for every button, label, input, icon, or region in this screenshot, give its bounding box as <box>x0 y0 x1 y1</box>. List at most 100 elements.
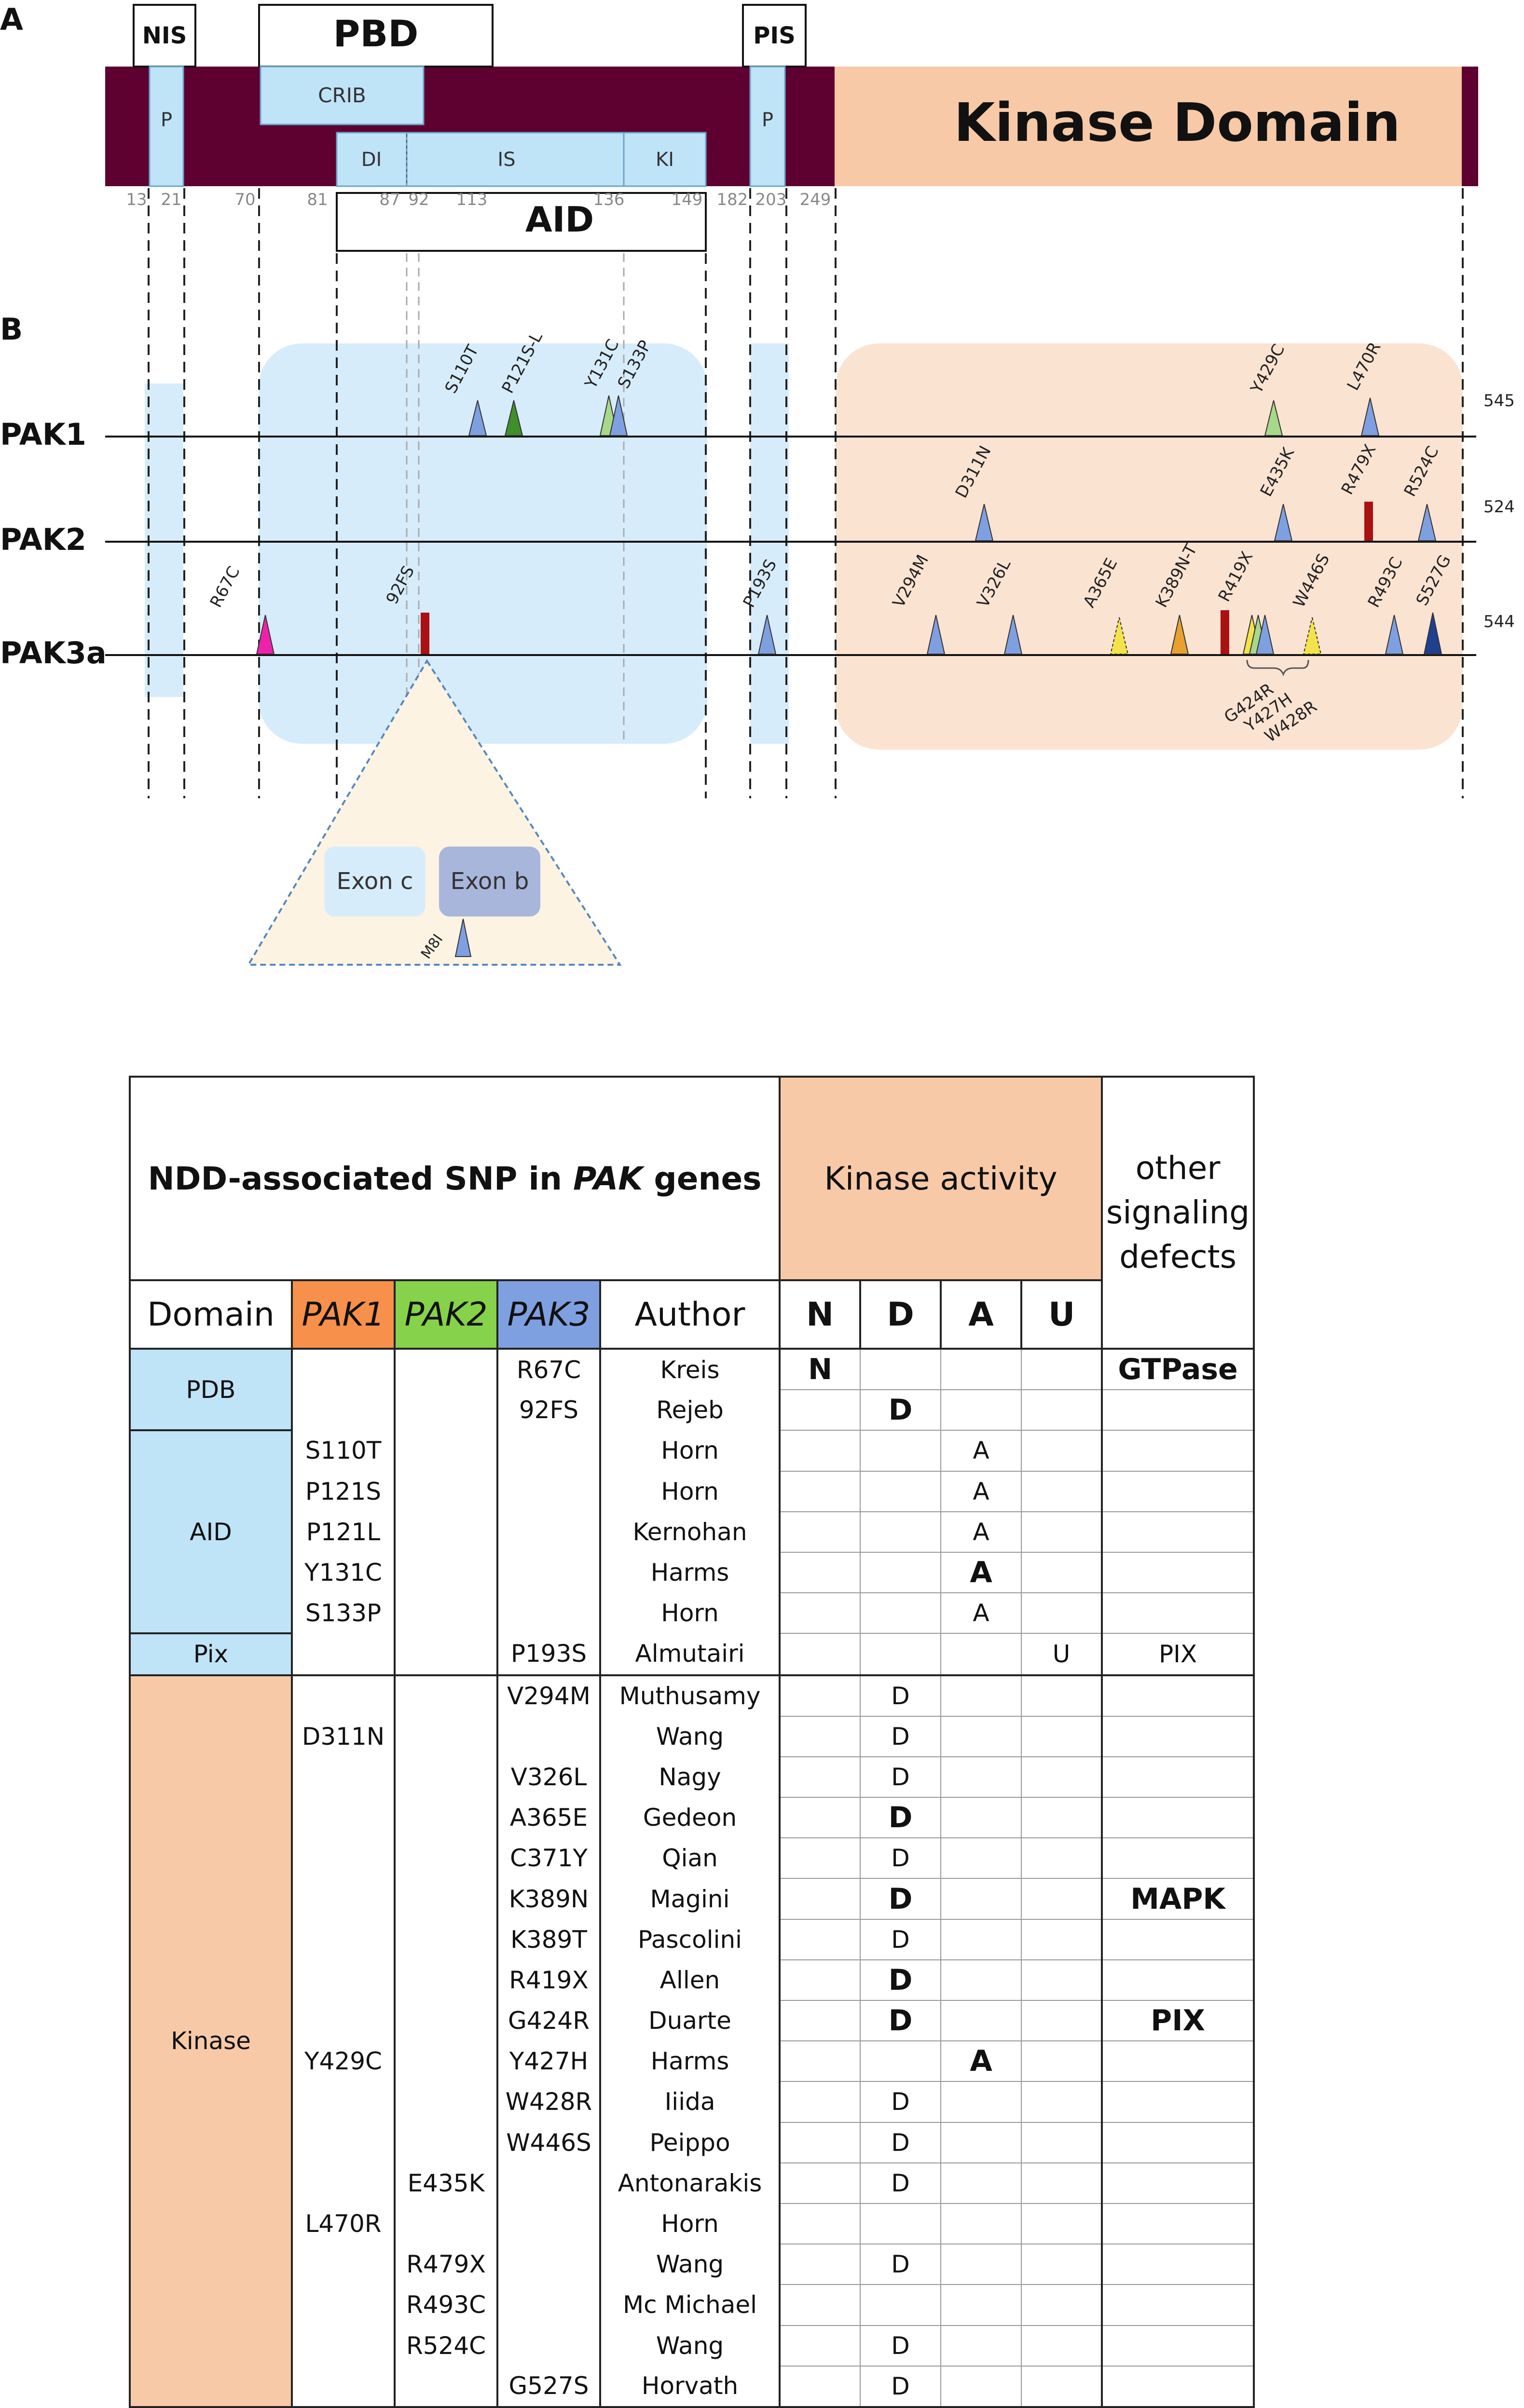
activity-u-cell <box>1021 2162 1103 2204</box>
is-box <box>406 132 625 187</box>
activity-a-cell <box>940 1837 1022 1879</box>
other-defect-cell <box>1101 1674 1255 1717</box>
pak1-cell <box>291 2285 396 2326</box>
exon-c-label: Exon c <box>337 868 413 895</box>
table-row: Pix P193S Almutairi U PIX <box>129 1632 1255 1676</box>
activity-a-cell <box>940 1878 1022 1920</box>
marker-p193s <box>757 615 777 655</box>
author-cell: Wang <box>600 2325 781 2366</box>
col-pak1: PAK1 <box>291 1279 396 1350</box>
pak1-cell <box>291 2122 396 2163</box>
table-row: R493C Mc Michael <box>130 2284 1255 2326</box>
pak2-cell <box>394 1349 498 1390</box>
activity-d-cell: D <box>860 1715 942 1757</box>
pak2-cell <box>394 1959 498 2000</box>
activity-u-cell <box>1021 1551 1103 1594</box>
kinase-activity-header: Kinase activity <box>779 1076 1103 1281</box>
activity-d-cell <box>860 1551 942 1594</box>
activity-a-cell <box>940 1999 1022 2042</box>
activity-d-cell <box>860 1592 942 1634</box>
marker-a365e <box>1110 617 1129 655</box>
activity-d-cell: D <box>860 1959 942 2001</box>
pak1-cell: L470R <box>291 2203 396 2244</box>
activity-n-cell <box>779 1430 861 1472</box>
marker-r67c <box>256 615 275 655</box>
activity-u-cell <box>1021 2365 1103 2408</box>
activity-n-cell <box>779 2121 861 2163</box>
pak3-cell <box>496 1716 601 1757</box>
activity-a-cell <box>940 2081 1022 2123</box>
activity-u-cell <box>1021 1999 1103 2042</box>
author-cell: Horn <box>600 1430 781 1471</box>
pak2-label: PAK2 <box>0 522 86 557</box>
other-defects-header: other signaling defects <box>1101 1076 1255 1350</box>
pak3-cell: C371Y <box>496 1838 601 1879</box>
pak3-cell <box>496 2162 601 2203</box>
other-defect-cell <box>1101 1430 1255 1472</box>
col-domain: Domain <box>129 1279 293 1350</box>
activity-d-cell: D <box>860 2121 942 2163</box>
pak3-cell: Y427H <box>496 2041 601 2082</box>
table-row: A365E Gedeon D <box>130 1797 1255 1839</box>
activity-n-cell <box>779 1715 861 1757</box>
other-defect-cell: PIX <box>1101 1633 1255 1676</box>
table-row: C371Y Qian D <box>130 1837 1255 1879</box>
table-row: R419X Allen D <box>130 1959 1255 2001</box>
activity-n-cell <box>779 1470 861 1512</box>
table-row: Y131C Harms A <box>130 1551 1255 1594</box>
activity-n-cell <box>779 1797 861 1839</box>
other-defect-cell <box>1101 2162 1255 2204</box>
activity-n-cell <box>779 1551 861 1594</box>
author-cell: Kreis <box>600 1349 781 1390</box>
label-r67c: R67C <box>206 563 244 611</box>
activity-u-cell <box>1021 1470 1103 1512</box>
pak2-cell <box>394 2366 498 2408</box>
activity-u-cell <box>1021 2121 1103 2163</box>
pak3-cell <box>496 1552 601 1593</box>
activity-d-cell <box>860 2203 942 2245</box>
pos-182: 182 <box>717 190 748 209</box>
activity-a-cell: A <box>940 1511 1022 1553</box>
other-defect-cell <box>1101 2285 1255 2326</box>
pak3-cell: G424R <box>496 2000 601 2041</box>
pak1-cell <box>291 1756 396 1798</box>
other-defect-cell <box>1101 2203 1255 2245</box>
table-row: AID S110T Horn A <box>129 1429 1255 1635</box>
pak3-cell: V326L <box>496 1756 601 1798</box>
pix-region <box>750 343 789 744</box>
activity-n-cell <box>779 1999 861 2042</box>
table-row: P121S Horn A <box>130 1470 1255 1512</box>
other-defect-cell <box>1101 2122 1255 2163</box>
other-defect-cell <box>1101 1959 1255 2001</box>
activity-a-cell <box>940 1633 1022 1676</box>
pak1-markers <box>468 395 1380 436</box>
exon-c-box <box>324 847 426 917</box>
activity-n-cell: N <box>779 1348 861 1391</box>
pak1-cell: P121S <box>291 1471 396 1512</box>
pak1-cell <box>291 1919 396 1960</box>
col-author: Author <box>599 1279 781 1350</box>
activity-u-cell <box>1021 1715 1103 1757</box>
activity-u-cell <box>1021 1430 1103 1472</box>
pak2-cell <box>394 2081 498 2122</box>
pak-domain-diagram: A B C Kinase Domain NIS PBD PIS CRIB P P… <box>0 2 1515 966</box>
col-pak2: PAK2 <box>394 1279 498 1350</box>
other-defect-cell <box>1101 1919 1255 1960</box>
exon-inset: Exon c Exon b M8I <box>247 659 622 966</box>
pak2-cell <box>394 1756 498 1798</box>
exon-b-box <box>439 847 540 917</box>
table-row: K389T Pascolini D <box>130 1918 1255 1960</box>
marker-s110t <box>468 400 487 436</box>
ki-label: KI <box>656 149 674 171</box>
pis-label: PIS <box>753 22 796 49</box>
exon-b-label: Exon b <box>451 868 529 895</box>
author-cell: Harms <box>600 2041 781 2082</box>
author-cell: Mc Michael <box>600 2285 781 2326</box>
pak3-cell: 92FS <box>496 1390 601 1431</box>
pak3-cell: K389T <box>496 1919 601 1960</box>
activity-a-cell <box>940 1918 1022 1960</box>
table-row: L470R Horn <box>130 2203 1255 2245</box>
table-row: E435K Antonarakis D <box>130 2162 1255 2204</box>
table-row: R479X Wang D <box>130 2244 1255 2285</box>
author-cell: Almutairi <box>600 1633 781 1675</box>
